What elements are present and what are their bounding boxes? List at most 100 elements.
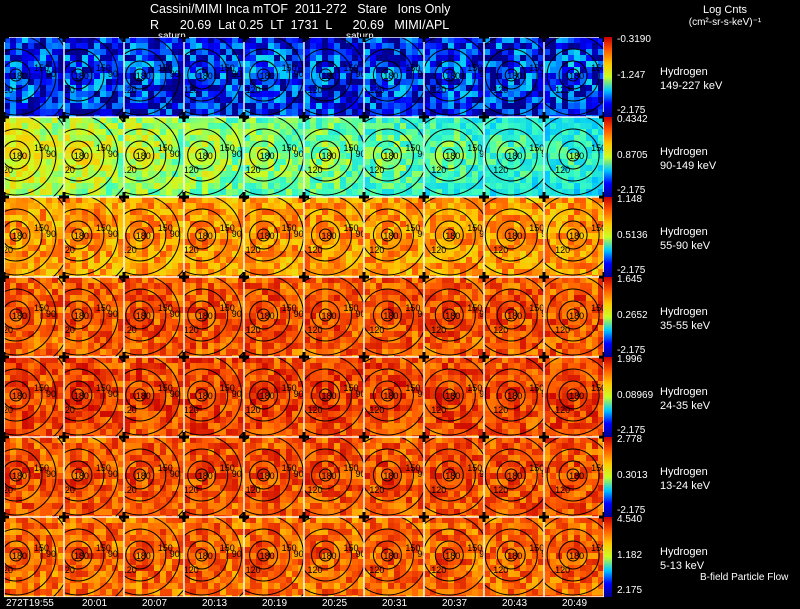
contour-label: 150 [591, 383, 604, 393]
contour-label: 90 [356, 309, 366, 319]
contour-label: 150 [529, 383, 544, 393]
contour-label: 120 [246, 85, 261, 95]
contour-label: 90 [294, 549, 304, 559]
time-tick-label: 20:37 [442, 598, 468, 609]
contour-label: 150 [220, 543, 235, 553]
contour-label: 90 [356, 389, 366, 399]
contour-label: 150 [96, 143, 111, 153]
contour-label: 180 [136, 231, 151, 241]
contour-label: 120 [555, 325, 570, 335]
contour-label: 150 [344, 543, 359, 553]
contour-label: 180 [445, 151, 460, 161]
contour-label: 150 [96, 463, 111, 473]
contour-label: 150 [405, 383, 420, 393]
contour-label: 120 [369, 245, 384, 255]
contour-label: 150 [529, 303, 544, 313]
time-tick-label: 20:01 [82, 598, 108, 609]
contour-label: 120 [60, 85, 75, 95]
contour-label: 120 [493, 325, 508, 335]
energy-range-label: 35-55 keV [660, 320, 711, 332]
contour-label: 120 [246, 325, 261, 335]
contour-label: 120 [4, 85, 13, 95]
contour-label: 120 [122, 165, 137, 175]
species-label: Hydrogen [660, 226, 708, 238]
colorbar-min: -2.175 [617, 345, 646, 356]
contour-label: 150 [405, 143, 420, 153]
contour-label: 90 [417, 469, 427, 479]
contour-label: 150 [591, 543, 604, 553]
contour-label: 150 [220, 303, 235, 313]
contour-label: 150 [158, 463, 173, 473]
contour-label: 120 [431, 85, 446, 95]
contour-label: 120 [60, 565, 75, 575]
contour-label: 120 [60, 485, 75, 495]
contour-label: 150 [467, 543, 482, 553]
contour-label: 180 [445, 231, 460, 241]
contour-label: 150 [282, 543, 297, 553]
colorbar [604, 37, 612, 117]
contour-label: 180 [74, 551, 89, 561]
contour-label: 150 [467, 303, 482, 313]
colorbar-mid: 0.08969 [617, 390, 654, 401]
energy-range-label: 90-149 keV [660, 160, 717, 172]
contour-label: 150 [96, 303, 111, 313]
contour-label: 90 [232, 69, 242, 79]
contour-label: 90 [541, 69, 551, 79]
colorbar [604, 517, 612, 597]
contour-label: 120 [184, 325, 199, 335]
contour-label: 90 [232, 469, 242, 479]
contour-label: 90 [170, 229, 180, 239]
contour-label: 120 [555, 165, 570, 175]
colorbar-max: 2.778 [617, 434, 643, 445]
contour-label: 120 [184, 165, 199, 175]
contour-label: 180 [383, 151, 398, 161]
contour-label: 90 [417, 309, 427, 319]
contour-label: 120 [308, 85, 323, 95]
contour-label: 90 [479, 469, 489, 479]
contour-label: 180 [569, 231, 584, 241]
contour-label: 180 [136, 551, 151, 561]
saturn-marker-label: saturn [158, 31, 186, 42]
contour-label: 180 [569, 471, 584, 481]
contour-label: 180 [507, 311, 522, 321]
energy-channel-label: Hydrogen 5-13 keV [660, 545, 708, 573]
contour-label: 180 [74, 151, 89, 161]
species-label: Hydrogen [660, 466, 708, 478]
contour-label: 150 [34, 303, 49, 313]
contour-label: 150 [282, 143, 297, 153]
contour-label: 180 [260, 71, 275, 81]
colorbar-mid: 0.2652 [617, 310, 648, 321]
contour-label: 90 [108, 149, 118, 159]
contour-label: 90 [294, 69, 304, 79]
contour-label: 90 [108, 229, 118, 239]
contour-label: 90 [479, 69, 489, 79]
contour-label: 120 [122, 85, 137, 95]
contour-label: 150 [344, 463, 359, 473]
contour-label: 120 [369, 85, 384, 95]
contour-label: 150 [467, 143, 482, 153]
contour-label: 150 [34, 143, 49, 153]
contour-label: 150 [220, 383, 235, 393]
colorbar [604, 197, 612, 277]
contour-label: 150 [529, 63, 544, 73]
time-tick-label: 20:49 [562, 598, 588, 609]
contour-label: 90 [108, 69, 118, 79]
contour-label: 180 [507, 471, 522, 481]
